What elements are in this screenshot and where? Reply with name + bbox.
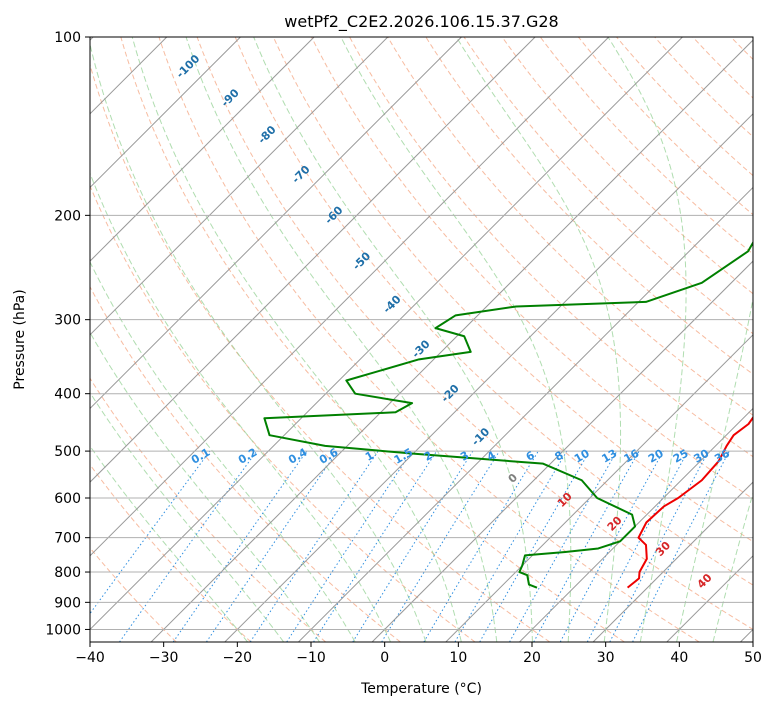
y-tick-label: 200 (54, 208, 81, 224)
dry-adiabat (463, 37, 753, 335)
y-tick-label: 700 (54, 531, 81, 547)
y-tick-label: 900 (54, 595, 81, 611)
isotherm-line (90, 37, 610, 557)
x-tick-label: −30 (149, 650, 179, 666)
x-tick-label: 30 (597, 650, 615, 666)
moist-adiabat (90, 171, 392, 642)
isotherm-line (90, 37, 315, 262)
y-tick-label: 100 (54, 30, 81, 46)
isotherm-line (445, 334, 753, 642)
dry-adiabat (387, 37, 753, 416)
x-tick-label: −20 (223, 650, 253, 666)
dry-adiabat (539, 37, 753, 255)
moist-adiabat (131, 37, 462, 642)
isotherm-line (90, 37, 389, 336)
isotherm-line (150, 39, 753, 642)
temperature-profile (626, 415, 753, 589)
mixing-ratio-line (632, 450, 730, 642)
x-tick-label: 50 (744, 650, 762, 666)
y-tick-label: 800 (54, 565, 81, 581)
dry-adiabat (158, 37, 700, 642)
x-tick-label: 10 (449, 650, 467, 666)
mixing-ratio-line (313, 450, 438, 642)
moist-adiabat (90, 260, 356, 642)
dry-adiabat (90, 62, 551, 642)
mixing-ratio-line (381, 450, 500, 642)
isotherm-line (371, 260, 753, 642)
mixing-ratio-line (249, 450, 379, 642)
dry-adiabat (234, 37, 753, 586)
mixing-ratio-line (205, 450, 338, 642)
dry-adiabat (90, 377, 327, 642)
y-tick-label: 500 (54, 444, 81, 460)
y-axis-title: Pressure (hPa) (12, 289, 28, 389)
isotherm-line (298, 186, 753, 642)
series-layer (263, 240, 753, 589)
dry-adiabat (311, 37, 753, 500)
x-tick-label: 40 (670, 650, 688, 666)
y-tick-label: 300 (54, 313, 81, 329)
moist-adiabat (90, 445, 249, 642)
moist-adiabat (253, 37, 533, 642)
moist-adiabat (185, 37, 498, 642)
mixing-ratio-line (533, 450, 640, 642)
moist-adiabat (90, 42, 427, 642)
y-tick-label: 400 (54, 387, 81, 403)
x-tick-label: −10 (296, 650, 326, 666)
x-tick-label: 20 (523, 650, 541, 666)
dry-adiabat (272, 37, 753, 543)
plot-frame (89, 36, 754, 643)
dry-adiabat (425, 37, 753, 375)
moist-adiabat (90, 391, 285, 642)
dry-adiabat (90, 285, 401, 642)
isotherm-line (90, 37, 241, 189)
isotherm-line (592, 481, 753, 642)
isotherm-line (90, 37, 462, 410)
dry-adiabat (577, 37, 753, 216)
chart-title: wetPf2_C2E2.2026.106.15.37.G28 (284, 12, 558, 32)
dry-adiabat (120, 37, 625, 642)
moist-adiabat (340, 37, 572, 642)
mixing-ratio-line (90, 450, 211, 615)
axis-ticks: −40 −30 −20 −10 0 10 20 30 40 50 100 200 300 400 500 60… (45, 30, 762, 666)
x-axis-title: Temperature (°C) (360, 681, 482, 697)
mixing-ratio-line (286, 450, 413, 642)
moist-adiabat (607, 37, 687, 642)
isotherm-line (224, 113, 753, 642)
x-tick-label: −40 (75, 650, 105, 666)
y-tick-label: 1000 (45, 622, 81, 638)
x-tick-label: 0 (380, 650, 389, 666)
mixing-ratio-line (559, 450, 664, 642)
dewpoint-profile (263, 240, 753, 589)
y-tick-label: 600 (54, 491, 81, 507)
mixing-ratio-line (119, 450, 258, 642)
mixing-ratio-line (509, 450, 618, 642)
mixing-ratio-line (172, 450, 308, 642)
isotherm-line (90, 37, 683, 631)
plot-grid (90, 37, 753, 642)
isotherm-line (90, 37, 536, 483)
moist-adiabat (676, 296, 753, 642)
